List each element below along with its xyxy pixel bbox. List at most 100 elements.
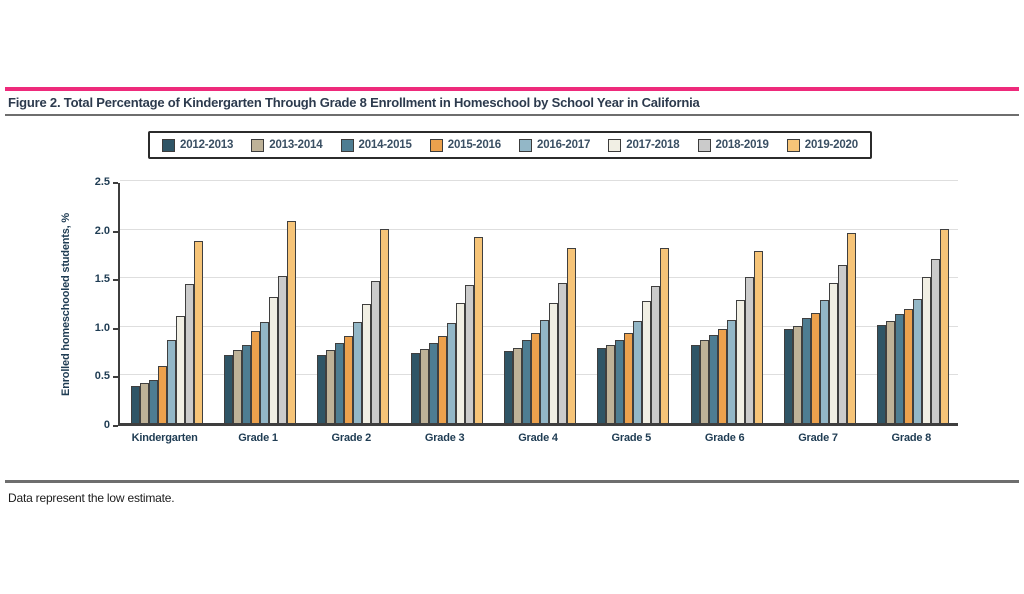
legend-label-2015-2016: 2015-2016 <box>447 139 501 151</box>
bar-group-grade-3 <box>400 183 493 423</box>
bar-2019-2020-grade-3 <box>473 237 483 423</box>
gridline-2.5 <box>120 180 958 181</box>
bar-2015-2016-grade-1 <box>250 331 260 423</box>
x-axis-label-grade-2: Grade 2 <box>331 432 372 444</box>
bar-2019-2020-grade-5 <box>660 248 670 423</box>
bar-2016-2017-grade-8 <box>913 299 923 423</box>
y-tick-label-0: 0 <box>103 419 110 431</box>
legend-item-2012-2013: 2012-2013 <box>162 138 234 152</box>
bar-2012-2013-grade-3 <box>410 353 420 423</box>
legend-item-2018-2019: 2018-2019 <box>697 138 769 152</box>
legend-label-2014-2015: 2014-2015 <box>358 139 412 151</box>
bar-2019-2020-grade-7 <box>846 233 856 423</box>
legend-item-2017-2018: 2017-2018 <box>608 138 680 152</box>
y-tick-label-1.5: 1.5 <box>94 273 110 286</box>
legend-item-2013-2014: 2013-2014 <box>251 138 323 152</box>
bar-2018-2019-grade-4 <box>557 283 567 423</box>
legend-item-2016-2017: 2016-2017 <box>519 138 591 152</box>
bar-group-grade-4 <box>493 183 586 423</box>
legend-swatch-2019-2020 <box>786 138 800 152</box>
bar-2018-2019-grade-1 <box>277 276 287 423</box>
bar-2013-2014-grade-8 <box>886 321 896 423</box>
bar-2016-2017-grade-5 <box>633 321 643 423</box>
bar-2015-2016-grade-2 <box>344 336 354 423</box>
bar-2013-2014-grade-5 <box>606 345 616 423</box>
bar-2015-2016-grade-5 <box>624 333 634 423</box>
legend-swatch-2018-2019 <box>697 138 711 152</box>
bar-2017-2018-grade-7 <box>828 283 838 423</box>
bar-2019-2020-grade-4 <box>566 248 576 423</box>
legend-label-2016-2017: 2016-2017 <box>537 139 591 151</box>
bar-2017-2018-grade-2 <box>362 304 372 423</box>
legend-swatch-2012-2013 <box>162 138 175 152</box>
bar-2018-2019-grade-3 <box>464 285 474 423</box>
y-tick-mark <box>113 230 118 233</box>
bar-group-grade-7 <box>773 183 866 423</box>
y-tick-mark <box>113 376 118 379</box>
bar-2014-2015-grade-2 <box>335 343 345 423</box>
bar-2012-2013-kindergarten <box>130 386 140 423</box>
x-axis-label-grade-8: Grade 8 <box>891 432 932 444</box>
x-axis-label-grade-6: Grade 6 <box>704 432 745 444</box>
bar-2016-2017-grade-1 <box>259 322 269 423</box>
bar-2018-2019-grade-2 <box>371 281 381 423</box>
bar-2019-2020-grade-6 <box>753 251 763 423</box>
bar-2015-2016-grade-3 <box>437 336 447 423</box>
bar-2017-2018-grade-3 <box>455 303 465 423</box>
y-tick-label-1.0: 1.0 <box>94 321 110 334</box>
bar-2015-2016-kindergarten <box>157 366 167 423</box>
legend-item-2015-2016: 2015-2016 <box>429 138 501 152</box>
footnote-divider-rule <box>5 480 1019 483</box>
bar-2014-2015-grade-8 <box>895 314 905 423</box>
bar-2013-2014-grade-2 <box>326 350 336 423</box>
bar-2017-2018-grade-6 <box>735 300 745 423</box>
bar-2015-2016-grade-4 <box>530 333 540 423</box>
bar-2012-2013-grade-2 <box>317 355 327 423</box>
bar-2014-2015-grade-1 <box>241 345 251 423</box>
bar-2012-2013-grade-8 <box>877 325 887 423</box>
bar-2012-2013-grade-1 <box>223 355 233 423</box>
legend-item-2019-2020: 2019-2020 <box>786 138 858 152</box>
legend-swatch-2017-2018 <box>608 138 622 152</box>
legend-label-2012-2013: 2012-2013 <box>180 139 234 151</box>
bar-2016-2017-grade-3 <box>446 323 456 423</box>
bar-2014-2015-grade-5 <box>615 340 625 423</box>
bar-2017-2018-grade-1 <box>268 297 278 423</box>
footnote-text: Data represent the low estimate. <box>8 491 175 505</box>
bar-group-kindergarten <box>120 183 213 423</box>
bar-2017-2018-kindergarten <box>175 316 185 423</box>
bar-2019-2020-kindergarten <box>193 241 203 423</box>
bar-2018-2019-grade-5 <box>651 286 661 423</box>
bar-2013-2014-grade-6 <box>699 340 709 423</box>
bar-2015-2016-grade-8 <box>904 309 914 423</box>
bar-2012-2013-grade-4 <box>503 351 513 423</box>
bar-2018-2019-grade-6 <box>744 277 754 423</box>
bar-2014-2015-kindergarten <box>148 380 158 423</box>
x-axis-label-grade-3: Grade 3 <box>424 432 465 444</box>
figure-title: Figure 2. Total Percentage of Kindergart… <box>8 95 700 110</box>
bar-2013-2014-kindergarten <box>139 383 149 423</box>
bar-2014-2015-grade-7 <box>801 318 811 423</box>
x-axis-label-grade-4: Grade 4 <box>518 432 558 444</box>
y-tick-mark <box>113 279 118 282</box>
y-axis-label: Enrolled homeschooled students, % <box>60 213 72 396</box>
bar-2013-2014-grade-3 <box>419 349 429 423</box>
title-divider-rule <box>5 114 1019 116</box>
bar-2017-2018-grade-5 <box>642 301 652 423</box>
y-tick-mark <box>113 425 118 427</box>
legend-swatch-2013-2014 <box>251 138 265 152</box>
bar-2016-2017-grade-4 <box>539 320 549 423</box>
x-axis-label-grade-7: Grade 7 <box>798 432 838 444</box>
bar-2018-2019-grade-7 <box>837 265 847 423</box>
y-tick-mark <box>113 182 118 184</box>
bar-2015-2016-grade-7 <box>810 313 820 423</box>
legend-item-2014-2015: 2014-2015 <box>340 138 412 152</box>
x-axis-label-grade-5: Grade 5 <box>611 432 652 444</box>
bar-2013-2014-grade-1 <box>232 350 242 423</box>
bar-2017-2018-grade-4 <box>548 303 558 423</box>
bar-2019-2020-grade-1 <box>286 221 296 423</box>
bar-2012-2013-grade-6 <box>690 345 700 423</box>
bar-2014-2015-grade-6 <box>708 335 718 423</box>
legend-swatch-2015-2016 <box>429 138 443 152</box>
